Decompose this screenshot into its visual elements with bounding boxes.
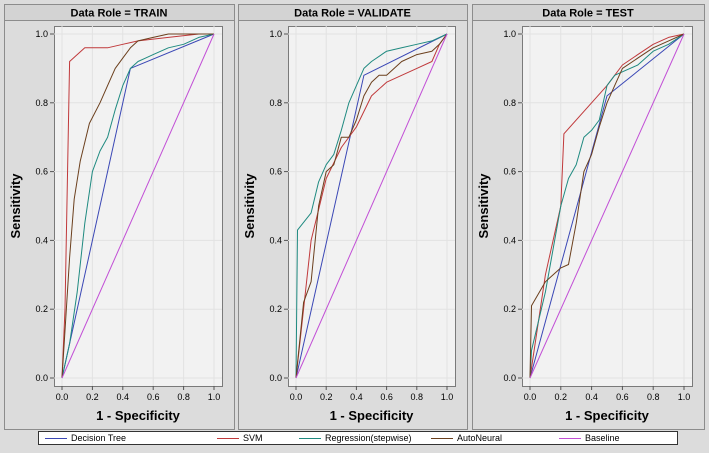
y-tick-label: 0.4 — [269, 235, 282, 245]
legend-label-autoneural: AutoNeural — [457, 433, 503, 443]
y-tick-label: 0.4 — [35, 235, 48, 245]
x-tick-label: 0.2 — [86, 392, 99, 402]
y-tick-label: 0.6 — [35, 167, 48, 177]
y-tick-label: 0.6 — [503, 167, 516, 177]
y-tick-label: 1.0 — [35, 29, 48, 39]
x-axis-label: 1 - Specificity — [565, 408, 650, 423]
legend-swatch-svm — [217, 438, 239, 440]
series-line-autoneural — [529, 33, 685, 379]
y-tick-label: 1.0 — [503, 29, 516, 39]
legend-item-svm: SVM — [217, 432, 263, 444]
series-line-regression — [61, 33, 215, 379]
plot-area — [54, 26, 223, 387]
x-tick-label: 0.2 — [555, 392, 568, 402]
x-tick-label: 0.4 — [585, 392, 598, 402]
legend-swatch-decision-tree — [45, 438, 67, 440]
x-tick-label: 0.4 — [117, 392, 130, 402]
x-tick-label: 0.0 — [56, 392, 69, 402]
chart-title: Data Role = VALIDATE — [294, 8, 411, 20]
y-tick-label: 0.0 — [269, 373, 282, 383]
series-line-autoneural — [295, 33, 448, 379]
legend-swatch-baseline — [559, 438, 581, 440]
y-tick-label: 0.8 — [35, 98, 48, 108]
x-tick-label: 0.4 — [350, 392, 363, 402]
y-tick-label: 0.0 — [503, 373, 516, 383]
legend-label-decision-tree: Decision Tree — [71, 433, 127, 443]
legend-item-regression: Regression(stepwise) — [299, 432, 412, 444]
series-line-baseline — [295, 33, 448, 379]
y-axis-label: Sensitivity — [8, 173, 23, 239]
chart-panel-2: Data Role = TEST 0.0 0.2 0.4 0.6 0.8 1.0 0.0 0.2… — [472, 4, 705, 430]
x-tick-label: 0.6 — [147, 392, 160, 402]
legend-label-svm: SVM — [243, 433, 263, 443]
y-tick-label: 0.8 — [503, 98, 516, 108]
y-axis-label: Sensitivity — [242, 173, 257, 239]
series-line-svm — [295, 33, 448, 379]
x-tick-label: 0.8 — [411, 392, 424, 402]
legend-label-baseline: Baseline — [585, 433, 620, 443]
x-tick-label: 0.0 — [290, 392, 303, 402]
y-tick-label: 0.0 — [35, 373, 48, 383]
series-line-decision-tree — [295, 33, 448, 379]
legend-item-decision-tree: Decision Tree — [45, 432, 126, 444]
series-line-regression — [295, 33, 448, 379]
legend-swatch-regression — [299, 438, 321, 440]
chart-panel-1: Data Role = VALIDATE 0.0 0.2 0.4 0.6 0.8 1.0 0.… — [238, 4, 468, 430]
panel-header — [4, 4, 235, 21]
series-line-baseline — [61, 33, 215, 379]
series-line-decision-tree — [529, 33, 685, 379]
y-tick-label: 0.8 — [269, 98, 282, 108]
x-tick-label: 0.6 — [616, 392, 629, 402]
x-tick-label: 0.2 — [320, 392, 333, 402]
chart-panel-0: Data Role = TRAIN 0.0 0.2 0.4 0.6 0.8 1.0 0.0 0.… — [4, 4, 235, 430]
x-tick-label: 0.6 — [380, 392, 393, 402]
x-axis-label: 1 - Specificity — [96, 408, 181, 423]
y-axis-label: Sensitivity — [476, 173, 491, 239]
y-tick-label: 1.0 — [269, 29, 282, 39]
legend-item-baseline: Baseline — [559, 432, 620, 444]
y-tick-label: 0.2 — [269, 304, 282, 314]
panel-header — [472, 4, 705, 21]
legend-label-regression: Regression(stepwise) — [325, 433, 412, 443]
series-line-autoneural — [61, 33, 214, 379]
y-tick-label: 0.6 — [269, 167, 282, 177]
x-tick-label: 0.8 — [647, 392, 660, 402]
chart-title: Data Role = TEST — [542, 8, 634, 20]
x-tick-label: 1.0 — [678, 392, 691, 402]
x-tick-label: 0.8 — [177, 392, 190, 402]
panel-header — [238, 4, 468, 21]
series-line-svm — [61, 33, 214, 379]
x-tick-label: 0.0 — [524, 392, 537, 402]
x-tick-label: 1.0 — [441, 392, 454, 402]
y-tick-label: 0.2 — [503, 304, 516, 314]
chart-title: Data Role = TRAIN — [71, 8, 168, 20]
plot-area — [522, 26, 693, 387]
y-tick-label: 0.4 — [503, 235, 516, 245]
legend-swatch-autoneural — [431, 438, 453, 440]
x-tick-label: 1.0 — [208, 392, 221, 402]
y-tick-label: 0.2 — [35, 304, 48, 314]
x-axis-label: 1 - Specificity — [330, 408, 415, 423]
legend: Decision Tree SVM Regression(stepwise) A… — [38, 431, 678, 445]
legend-item-autoneural: AutoNeural — [431, 432, 502, 444]
series-line-baseline — [529, 33, 685, 379]
series-line-regression — [529, 33, 685, 379]
plot-area — [288, 26, 456, 387]
